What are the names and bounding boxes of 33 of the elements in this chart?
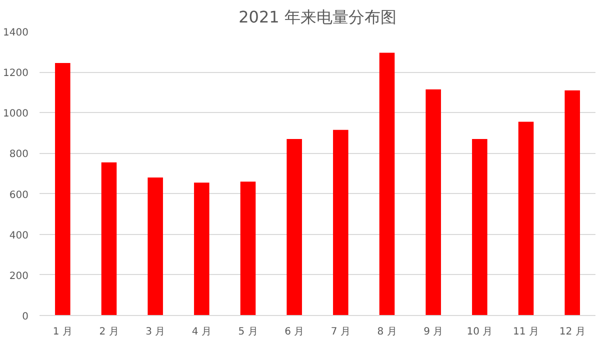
y-tick-label: 600	[9, 190, 29, 201]
bar	[55, 62, 70, 316]
x-tick-label: 4 月	[192, 326, 212, 338]
bar	[101, 162, 117, 316]
y-tick-label: 1400	[3, 28, 29, 38]
chart-title: 2021 年来电量分布图	[238, 8, 396, 26]
y-tick-label: 400	[9, 230, 29, 242]
y-tick-label: 0	[22, 312, 29, 322]
x-tick-label: 6 月	[284, 326, 304, 338]
bar	[148, 178, 163, 316]
x-tick-label: 5 月	[238, 326, 258, 338]
y-tick-label: 200	[9, 270, 29, 282]
x-tick-label: 12 月	[559, 326, 586, 338]
x-tick-label: 2 月	[99, 326, 119, 338]
x-tick-label: 7 月	[330, 326, 350, 338]
bar	[472, 139, 488, 316]
bar	[194, 182, 210, 316]
bar	[286, 139, 302, 316]
bar	[426, 89, 441, 316]
x-tick-label: 8 月	[377, 326, 397, 338]
bar	[564, 90, 580, 316]
x-tick-label: 11 月	[513, 326, 539, 338]
x-tick-label: 10 月	[466, 326, 493, 338]
x-tick-label: 3 月	[146, 326, 166, 338]
y-tick-label: 800	[9, 149, 29, 160]
y-tick-label: 1200	[3, 68, 29, 80]
y-tick-label: 1000	[3, 108, 29, 120]
bar	[518, 122, 534, 316]
bar	[379, 52, 395, 316]
bar	[333, 130, 348, 316]
bar	[240, 182, 256, 316]
x-tick-label: 1 月	[52, 326, 72, 338]
x-tick-label: 9 月	[424, 326, 444, 338]
